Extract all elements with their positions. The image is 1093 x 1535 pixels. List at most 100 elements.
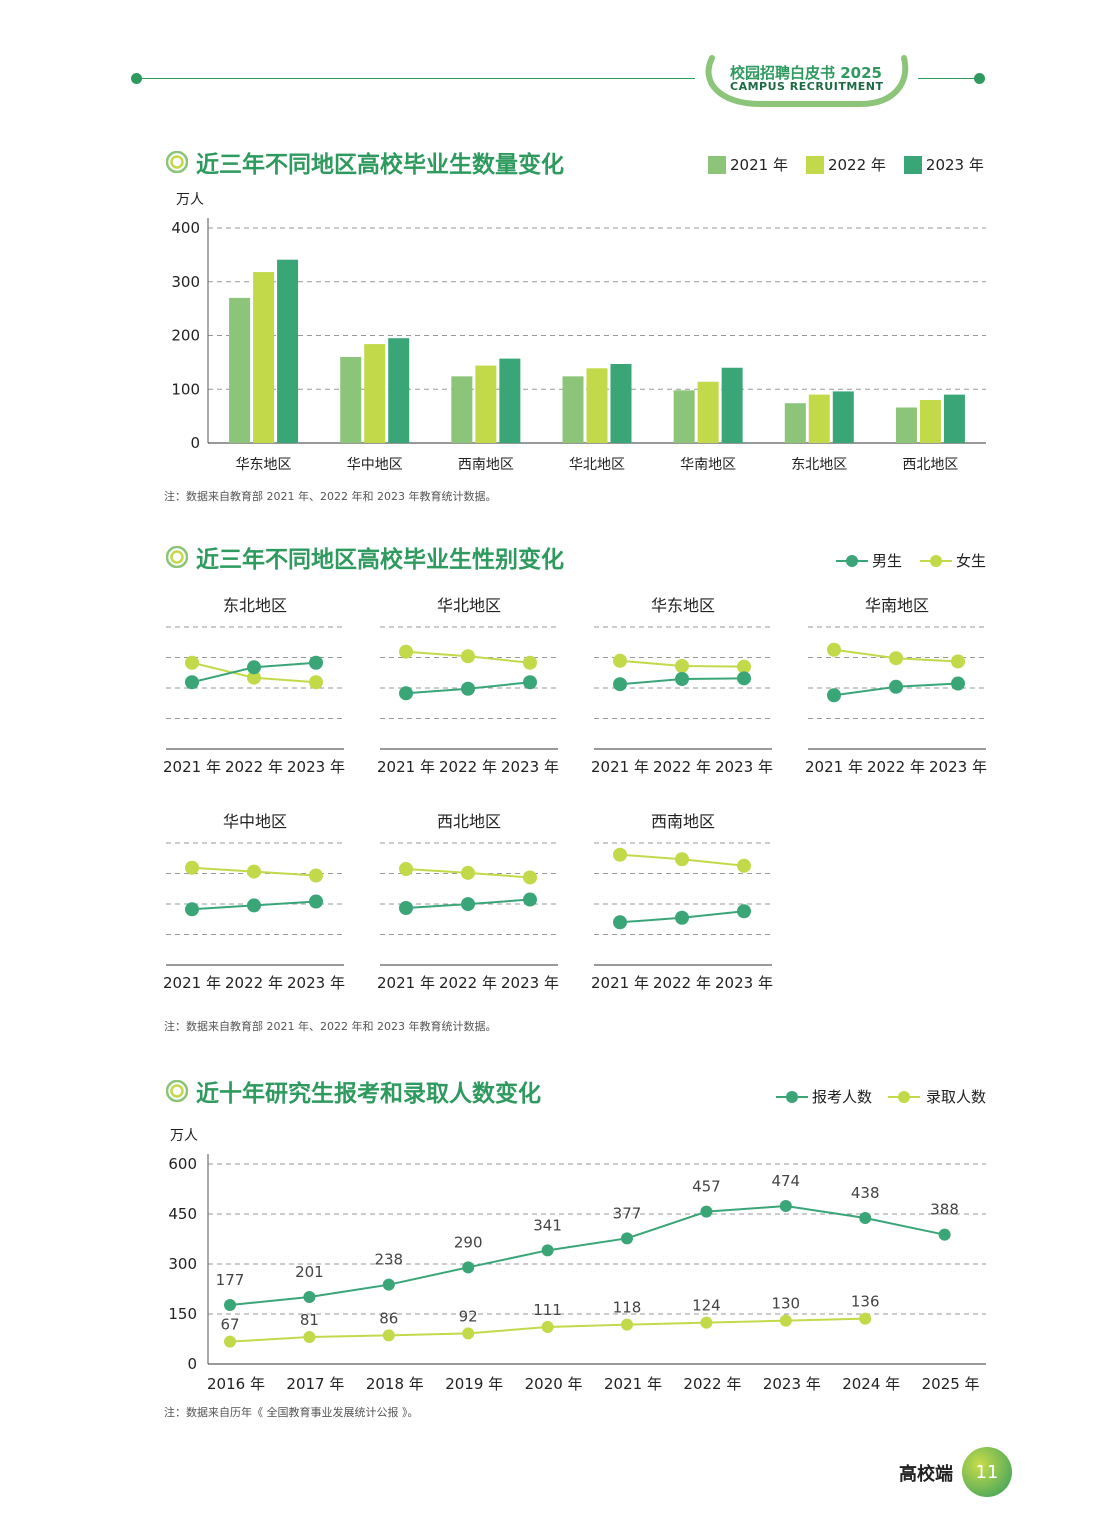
bar [388, 338, 410, 443]
male-point [613, 677, 627, 692]
female-point [675, 852, 689, 867]
apply-data-label: 290 [454, 1233, 483, 1251]
grad-xtick: 2025 年 [922, 1375, 980, 1393]
admit-data-label: 111 [533, 1301, 562, 1319]
page-number: 11 [962, 1447, 1012, 1497]
female-point [675, 659, 689, 673]
bar [697, 381, 719, 443]
admit-data-label: 92 [459, 1307, 478, 1325]
apply-line [229, 1204, 945, 1306]
panel-xtick: 2021 年 [377, 974, 435, 992]
bar-ytick: 400 [171, 219, 200, 237]
panel-title: 华中地区 [223, 812, 287, 831]
section1-icon [166, 151, 188, 173]
female-point [523, 655, 537, 670]
bar-legend: 2021 年 2022 年 2023 年 [690, 154, 984, 175]
panel-xtick: 2022 年 [867, 758, 925, 776]
footer-label: 高校端 [899, 1464, 953, 1485]
bar [943, 394, 965, 443]
grad-xtick: 2017 年 [286, 1375, 344, 1393]
admit-point [700, 1316, 713, 1329]
admit-point [541, 1321, 554, 1333]
header-right-line [918, 78, 978, 79]
apply-data-label: 201 [295, 1263, 324, 1281]
panel-title: 华北地区 [437, 596, 501, 615]
header-left-dot [131, 73, 142, 84]
section2-title: 近三年不同地区高校毕业生性别变化 [196, 547, 564, 573]
panel-xtick: 2023 年 [715, 974, 773, 992]
apply-point [382, 1278, 395, 1291]
female-point [827, 642, 841, 657]
bar [451, 376, 473, 443]
bar [808, 394, 830, 443]
header-subtitle: CAMPUS RECRUITMENT [730, 80, 884, 93]
male-point [827, 688, 841, 703]
grad-xtick: 2019 年 [445, 1375, 503, 1393]
panel-xtick: 2023 年 [287, 974, 345, 992]
admit-data-label: 124 [692, 1297, 721, 1315]
female-point [247, 670, 261, 685]
male-point [613, 915, 627, 930]
male-point [737, 904, 751, 919]
admit-point [859, 1312, 872, 1325]
panel-xtick: 2022 年 [225, 974, 283, 992]
bar [277, 259, 299, 443]
admit-data-label: 118 [613, 1299, 642, 1317]
male-point [675, 910, 689, 925]
legend-2022: 2022 年 [805, 154, 886, 175]
female-point [613, 653, 627, 668]
panel-xtick: 2021 年 [163, 758, 221, 776]
male-point [461, 897, 475, 912]
apply-point [462, 1261, 475, 1274]
female-point [461, 649, 475, 664]
panel-xtick: 2021 年 [591, 974, 649, 992]
male-point [399, 686, 413, 701]
legend-male-marker [846, 555, 858, 567]
bar [784, 403, 806, 443]
bar [895, 407, 917, 443]
bar [832, 391, 854, 443]
panel-xtick: 2021 年 [163, 974, 221, 992]
bar [919, 400, 941, 443]
admit-data-label: 67 [220, 1316, 239, 1334]
bar-ytick: 300 [171, 273, 200, 291]
apply-point [938, 1228, 951, 1241]
apply-data-label: 457 [692, 1178, 721, 1196]
panel-xtick: 2022 年 [653, 974, 711, 992]
bar [721, 367, 743, 443]
bar-category-label: 华中地区 [347, 457, 403, 473]
admit-point [621, 1318, 633, 1331]
apply-data-label: 341 [533, 1216, 562, 1234]
admit-data-label: 86 [379, 1309, 398, 1327]
male-point [309, 655, 323, 670]
legend-female-marker [930, 555, 942, 567]
male-point [309, 894, 323, 909]
grad-ytick: 0 [187, 1355, 197, 1373]
grad-xtick: 2023 年 [763, 1375, 821, 1393]
grad-legend: 报考人数 录取人数 [776, 1088, 986, 1106]
admit-point [303, 1331, 316, 1343]
section3-title: 近十年研究生报考和录取人数变化 [196, 1081, 541, 1107]
panel-xtick: 2022 年 [225, 758, 283, 776]
bar [673, 390, 695, 443]
apply-data-label: 438 [851, 1184, 880, 1202]
female-point [737, 659, 751, 674]
female-point [399, 862, 413, 876]
panel-title: 东北地区 [223, 596, 287, 615]
legend-2023: 2023 年 [903, 154, 984, 175]
section1-note: 注：数据来自教育部 2021 年、2022 年和 2023 年教育统计数据。 [164, 490, 497, 503]
male-point [247, 898, 261, 913]
male-point [247, 660, 261, 675]
section3-note: 注：数据来自历年《 全国教育事业发展统计公报 》。 [164, 1406, 419, 1419]
female-point [613, 847, 627, 862]
bar-ytick: 100 [171, 380, 200, 398]
panel-title: 西南地区 [651, 812, 715, 831]
header-left-line [140, 78, 695, 79]
male-point [737, 671, 751, 686]
male-point [399, 901, 413, 915]
section2-note: 注：数据来自教育部 2021 年、2022 年和 2023 年教育统计数据。 [164, 1020, 497, 1033]
apply-point [700, 1205, 713, 1218]
male-point [185, 902, 199, 917]
bar [499, 358, 521, 443]
